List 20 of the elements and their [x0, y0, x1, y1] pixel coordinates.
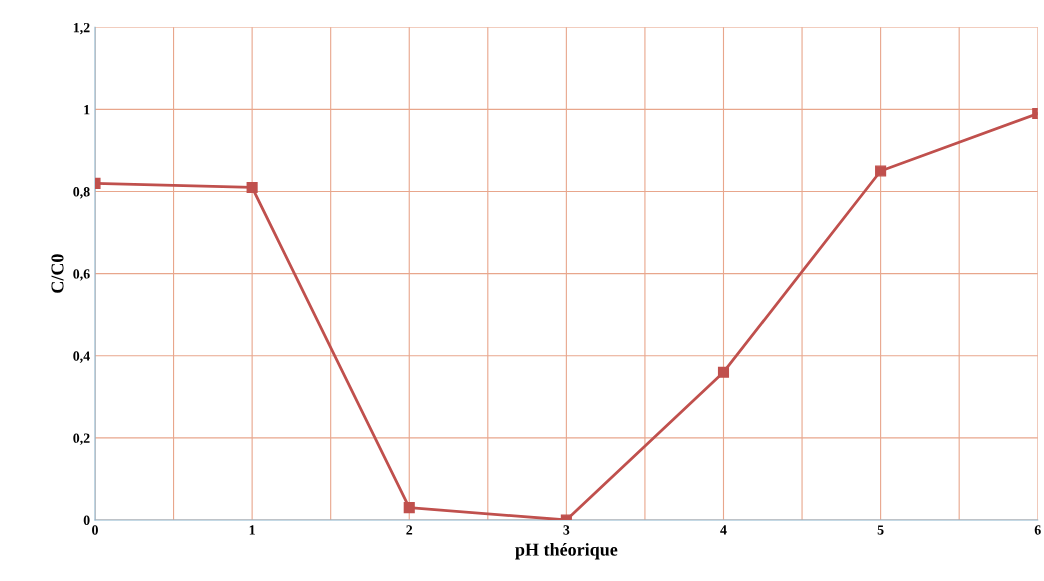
x-tick-label: 0 [92, 525, 98, 535]
y-tick-label: 0,6 [73, 269, 90, 281]
point [403, 502, 415, 514]
y-tick-label: 0,8 [73, 187, 90, 199]
y-tick-label: 0,4 [73, 351, 90, 363]
point [246, 181, 258, 193]
x-tick-label: 2 [406, 525, 413, 535]
y-tick-label: 1,2 [73, 22, 90, 35]
x-tick-label: 5 [877, 525, 884, 535]
point [717, 366, 730, 378]
x-tick-label: 3 [563, 525, 570, 535]
y-tick-label: 1 [84, 105, 90, 115]
point [875, 165, 887, 177]
y-tick-label: 0 [83, 515, 90, 525]
x-tick-label: 6 [1034, 525, 1041, 535]
y-tick-label: 0,2 [73, 433, 90, 445]
y-axis-title: C/C0 [51, 254, 64, 293]
x-tick-label: 1 [249, 525, 255, 535]
x-tick-label: 4 [720, 525, 727, 535]
x-axis-title: pH théorique [515, 543, 618, 560]
